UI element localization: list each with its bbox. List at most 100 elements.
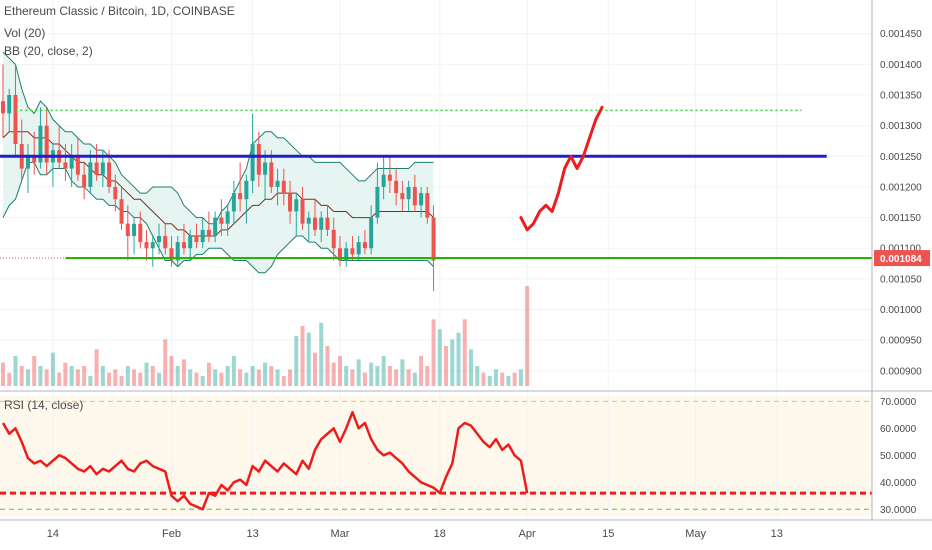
candle-body (269, 162, 274, 187)
candle (394, 168, 399, 206)
volume-bar (38, 366, 43, 386)
candle-body (69, 156, 74, 169)
bollinger-upper-band (2, 51, 434, 225)
candle (281, 168, 286, 206)
rsi-tick-label: 60.0000 (880, 424, 917, 435)
rsi-tick-label: 30.0000 (880, 505, 917, 516)
candle (82, 162, 87, 200)
volume-bar (69, 366, 74, 386)
volume-bar (425, 366, 430, 386)
last-price-tag (874, 250, 930, 267)
price-tick-label: 0.001400 (880, 60, 922, 71)
time-tick-label: 18 (434, 528, 446, 540)
candle-body (244, 180, 249, 200)
candle-body (256, 144, 261, 175)
volume-bar (281, 376, 286, 386)
candle (431, 205, 436, 292)
chart-title: Ethereum Classic / Bitcoin, 1D, COINBASE (4, 4, 235, 18)
candle-body (32, 156, 37, 163)
candle-body (181, 242, 186, 249)
volume-bar (294, 336, 299, 386)
volume-bar (306, 332, 311, 386)
volume-bar (512, 372, 517, 386)
candle-body (350, 248, 355, 255)
candle (63, 144, 68, 181)
volume-bar (88, 376, 93, 386)
volume-bar (63, 362, 68, 386)
candle (425, 186, 430, 224)
volume-bar (244, 372, 249, 386)
candle (238, 162, 243, 212)
candle (313, 199, 317, 236)
candle (375, 162, 380, 224)
volume-bar (181, 359, 186, 386)
volume-bar (450, 339, 455, 386)
time-tick-label: 14 (47, 528, 59, 540)
volume-bar (419, 356, 424, 386)
candle (225, 205, 230, 236)
volume-bar (400, 359, 405, 386)
volume-bar (125, 366, 130, 386)
volume-bar (200, 376, 205, 386)
rsi-tick-label: 50.0000 (880, 451, 917, 462)
candle-body (188, 235, 193, 249)
candle (44, 107, 49, 175)
price-tick-label: 0.001050 (880, 274, 922, 285)
volume-bar (500, 372, 505, 386)
time-tick-label: 15 (602, 528, 614, 540)
bollinger-legend: BB (20, close, 2) (4, 44, 93, 58)
volume-bar (225, 366, 230, 386)
volume-bar (487, 376, 492, 386)
volume-bar (32, 356, 37, 386)
volume-legend: Vol (20) (4, 26, 46, 40)
candle-body (169, 248, 174, 261)
candle (294, 193, 299, 236)
candle-body (419, 193, 424, 206)
candle-body (288, 193, 293, 212)
candle (206, 211, 211, 243)
candle (194, 223, 199, 249)
candle-body (88, 162, 93, 187)
volume-bar (13, 356, 18, 386)
candle (406, 180, 411, 212)
candle (69, 144, 74, 187)
candle (132, 217, 137, 255)
candle-body (294, 199, 299, 212)
candle-body (231, 193, 236, 212)
candle (113, 174, 118, 212)
volume-bar (362, 372, 367, 386)
volume-bar (481, 372, 486, 386)
volume-bar (50, 352, 55, 386)
candle-body (132, 223, 137, 236)
volume-bar (150, 366, 155, 386)
volume-bar (518, 369, 523, 386)
candle-body (38, 125, 43, 163)
candle-body (263, 162, 268, 175)
time-tick-label: May (685, 528, 706, 540)
time-tick-label: Apr (519, 528, 536, 540)
candle (150, 235, 155, 267)
volume-bar (375, 366, 380, 386)
candle (275, 168, 280, 206)
candle-body (44, 125, 49, 163)
volume-bar (288, 369, 293, 386)
volume-bar (144, 362, 149, 386)
candle (38, 107, 43, 169)
candle-body (306, 217, 311, 224)
candle (219, 199, 224, 236)
candle (356, 235, 361, 261)
volume-bar (169, 356, 174, 386)
candle-body (344, 248, 349, 261)
volume-bar (350, 369, 355, 386)
volume-bar (7, 372, 12, 386)
volume-bar (94, 349, 99, 386)
volume-bar (75, 369, 80, 386)
time-tick-label: Feb (162, 528, 181, 540)
candle-body (275, 180, 280, 187)
projection-path (519, 105, 604, 232)
volume-bar (356, 359, 361, 386)
volume-bar (163, 339, 168, 386)
price-tick-label: 0.001450 (880, 29, 922, 40)
